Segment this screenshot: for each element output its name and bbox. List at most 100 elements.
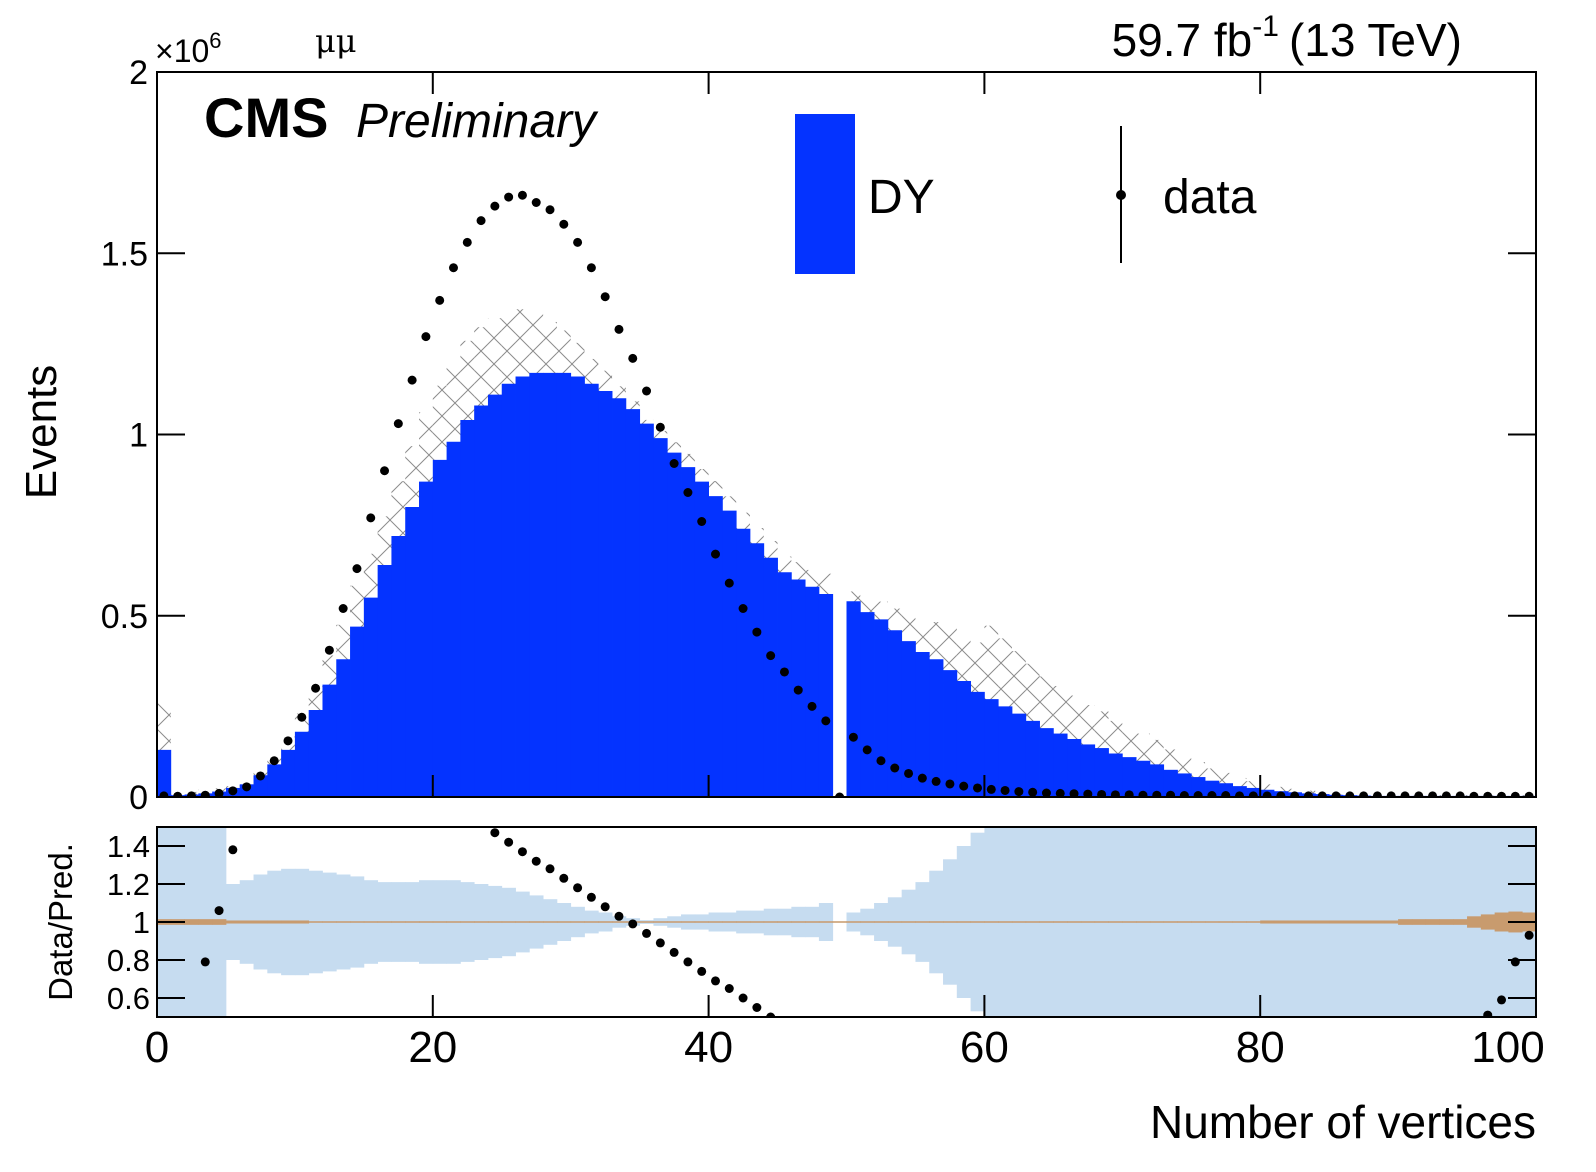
data-point (738, 604, 748, 613)
data-point (338, 604, 348, 613)
ratio-point (573, 883, 583, 893)
ratio-point (628, 919, 638, 929)
ratio-point (531, 856, 541, 866)
data-point (214, 788, 224, 797)
data-point (807, 701, 817, 711)
x-tick-label: 40 (684, 1023, 733, 1072)
x-tick-label: 20 (408, 1023, 457, 1072)
stat-band (1301, 920, 1316, 924)
stat-band (805, 921, 820, 923)
stat-band (1273, 920, 1289, 924)
ratio-point (752, 1003, 762, 1012)
bar (529, 372, 544, 797)
stat-band (860, 921, 875, 923)
bar (377, 565, 392, 797)
bar (763, 557, 778, 797)
data-point (835, 792, 845, 797)
stat-band (1246, 921, 1261, 923)
bar (336, 659, 351, 797)
data-point (986, 784, 996, 794)
bar (294, 731, 310, 797)
data-point (1179, 791, 1189, 797)
bar (874, 619, 889, 797)
data-point (269, 756, 279, 766)
bar (970, 691, 985, 797)
data-point (1483, 791, 1493, 797)
data-point (1110, 790, 1120, 797)
legend-swatch (1116, 190, 1126, 200)
ratio-plot (157, 827, 1536, 1017)
data-point (242, 782, 252, 792)
stat-band (1480, 914, 1496, 930)
x-axis-title: Number of vertices (1150, 1096, 1536, 1148)
stat-band (570, 921, 585, 923)
stat-band (529, 921, 544, 923)
data-point (1303, 791, 1313, 797)
bar (1067, 739, 1082, 797)
bar (556, 372, 572, 797)
ratio-point (724, 984, 734, 993)
stat-band (584, 921, 599, 923)
data-point (904, 768, 914, 778)
data-point (435, 295, 445, 305)
data-point (1097, 789, 1107, 797)
stat-band (763, 921, 778, 923)
y-tick-label: 0 (129, 779, 148, 817)
data-point (1248, 791, 1258, 797)
bar (956, 681, 972, 797)
data-point (407, 375, 417, 385)
stat-band (1218, 921, 1234, 923)
stat-band (956, 921, 972, 923)
ratio-point (1483, 1010, 1493, 1017)
bar (584, 383, 599, 797)
data-point (462, 237, 472, 247)
bar (1108, 753, 1123, 797)
channel: μμ (315, 22, 357, 60)
stat-band (308, 921, 323, 923)
stat-band (846, 921, 861, 923)
y-tick-label: 0.6 (107, 981, 150, 1016)
ratio-frame (156, 826, 1537, 1018)
y-tick-label: 1.5 (101, 235, 148, 273)
data-point (490, 201, 500, 211)
stat-band (1080, 921, 1096, 923)
data-point (1262, 791, 1272, 797)
stat-band (515, 921, 530, 923)
axes: 00.511.520.60.811.21.40 20 40 60 80 100 (101, 54, 1545, 1072)
stat-band (1398, 919, 1413, 925)
stat-band (1163, 921, 1178, 923)
data-point (476, 216, 486, 226)
ratio-point (1497, 995, 1507, 1005)
stat-band (667, 921, 682, 923)
data-point (710, 549, 720, 559)
bar (653, 438, 668, 797)
data-point (352, 564, 362, 574)
stat-band (1053, 921, 1068, 923)
stat-band (1232, 921, 1247, 923)
stat-band (818, 921, 834, 923)
ratio-axis-title: Data/Pred. (42, 843, 79, 1001)
stat-band (460, 921, 475, 923)
stat-band (1039, 921, 1054, 923)
ratio-point (642, 928, 652, 938)
data-point (1138, 790, 1148, 797)
data-point (1331, 791, 1341, 797)
bar (694, 481, 709, 797)
stat-band (336, 921, 351, 923)
bar (860, 612, 875, 797)
stat-band (970, 921, 985, 923)
stat-band (832, 921, 847, 923)
ratio-point (669, 947, 679, 957)
y-tick-label: 1 (133, 905, 150, 940)
stat-band (929, 921, 944, 923)
bar (943, 670, 958, 797)
y-tick-label: 0.8 (107, 943, 150, 978)
stat-band (1384, 920, 1399, 924)
experiment-label: CMS (204, 86, 328, 149)
data-point (1469, 791, 1479, 797)
data-point (1124, 790, 1134, 797)
bar (350, 626, 365, 797)
data-point (821, 716, 831, 726)
ratio-point (766, 1012, 776, 1017)
